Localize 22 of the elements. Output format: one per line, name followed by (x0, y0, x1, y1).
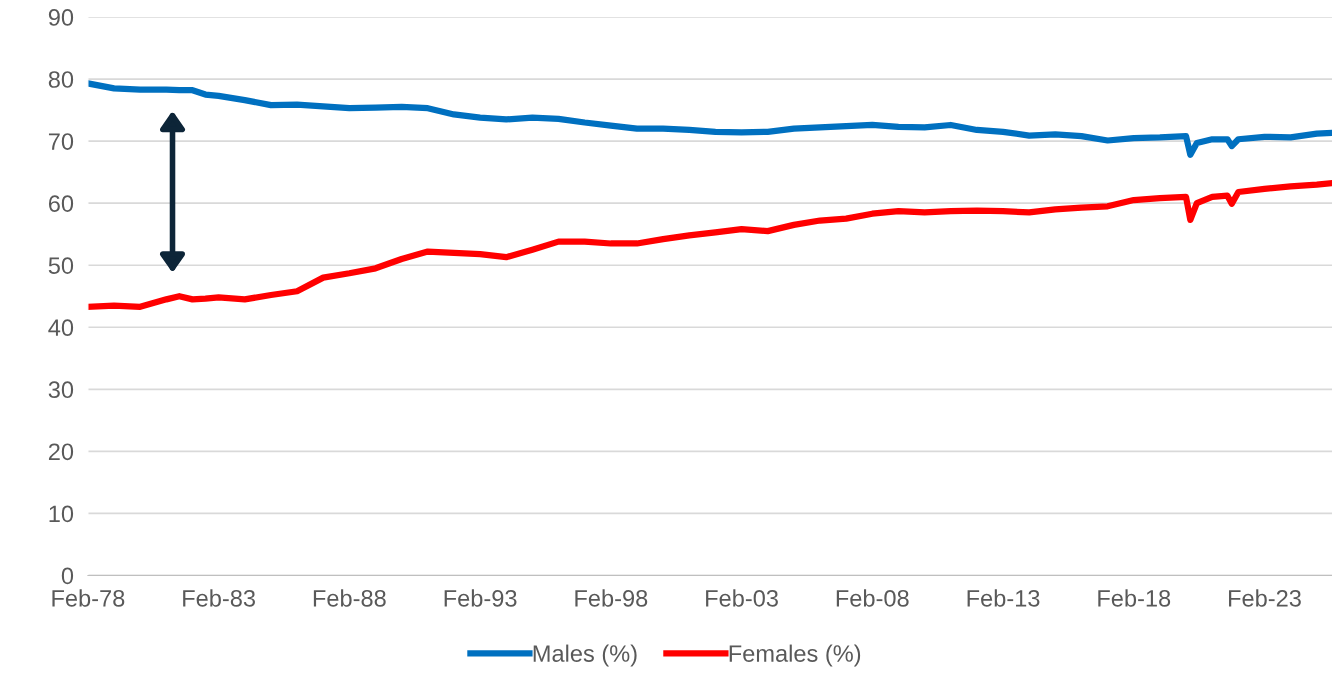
y-tick-label: 60 (48, 195, 74, 212)
x-tick-label: Feb-23 (1229, 589, 1301, 607)
y-tick-label: 10 (49, 505, 74, 523)
x-tick-label: Feb-93 (444, 589, 517, 607)
y-tick-label: 50 (48, 257, 74, 274)
y-tick-label: 0 (61, 567, 74, 585)
x-tick-label: Feb-08 (836, 589, 909, 607)
y-tick-label: 70 (48, 133, 74, 150)
legend-label: Females (%) (729, 644, 861, 667)
y-tick-label: 90 (48, 9, 74, 26)
x-tick-label: Feb-13 (967, 589, 1040, 607)
x-tick-label: Feb-98 (575, 589, 648, 607)
y-tick-label: 40 (48, 319, 74, 337)
x-tick-label: Feb-78 (52, 589, 125, 607)
x-tick-label: Feb-83 (183, 589, 255, 607)
x-tick-label: Feb-88 (313, 589, 386, 607)
x-tick-label: Feb-18 (1098, 589, 1171, 607)
y-tick-label: 80 (48, 71, 74, 88)
y-tick-label: 30 (48, 381, 74, 399)
x-tick-label: Feb-03 (706, 589, 778, 607)
y-tick-label: 20 (48, 443, 74, 461)
legend-label: Males (%) (533, 644, 637, 667)
